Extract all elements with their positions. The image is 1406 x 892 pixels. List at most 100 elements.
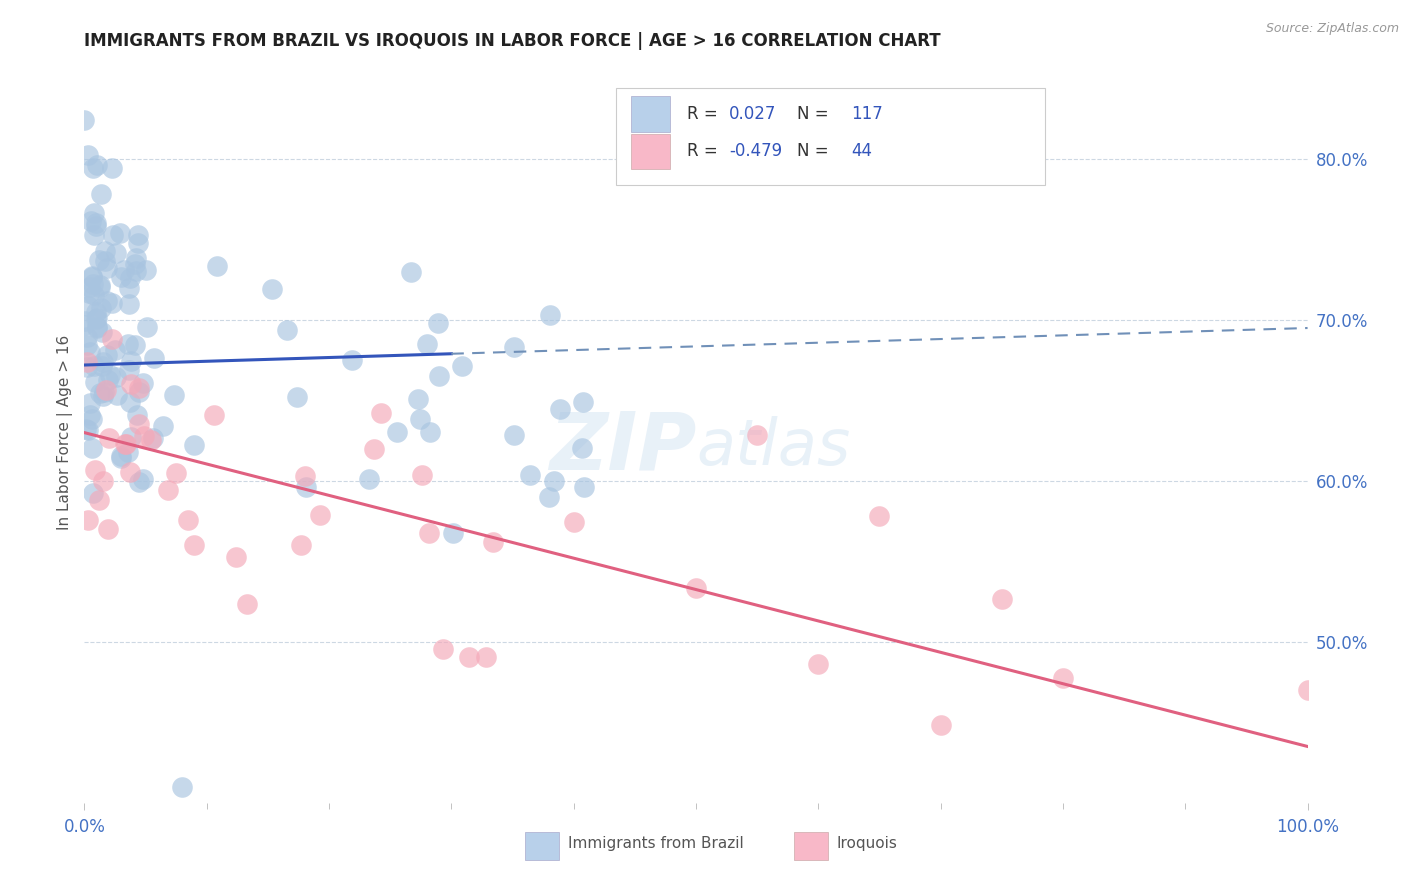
Point — [89, 280, 111, 294]
Point — [571, 441, 593, 455]
Point — [295, 480, 318, 494]
Point — [112, 263, 135, 277]
Point — [548, 401, 571, 416]
Point — [136, 319, 159, 334]
Point — [96, 347, 118, 361]
Point — [450, 359, 472, 373]
Point — [90, 359, 112, 373]
Point — [120, 430, 142, 444]
Point — [117, 445, 139, 459]
Point — [80, 268, 103, 283]
Point — [143, 351, 166, 365]
Point — [236, 597, 259, 611]
Point — [73, 318, 96, 332]
Point — [202, 408, 225, 422]
Point — [84, 463, 107, 477]
Text: atlas: atlas — [696, 417, 851, 478]
Text: IMMIGRANTS FROM BRAZIL VS IROQUOIS IN LABOR FORCE | AGE > 16 CORRELATION CHART: IMMIGRANTS FROM BRAZIL VS IROQUOIS IN LA… — [84, 32, 941, 50]
Point — [114, 436, 136, 450]
Point — [183, 538, 205, 552]
Point — [807, 657, 830, 671]
Point — [75, 422, 97, 436]
Point — [359, 472, 381, 486]
Point — [80, 269, 103, 284]
Point — [124, 256, 146, 270]
Point — [128, 417, 150, 432]
Point — [125, 251, 148, 265]
Point — [127, 235, 149, 250]
Point — [80, 214, 103, 228]
Y-axis label: In Labor Force | Age > 16: In Labor Force | Age > 16 — [58, 335, 73, 530]
Point — [101, 332, 124, 346]
Point — [340, 353, 363, 368]
Point — [543, 474, 565, 488]
Text: 44: 44 — [851, 143, 872, 161]
Point — [75, 314, 97, 328]
Point — [115, 437, 138, 451]
FancyBboxPatch shape — [524, 831, 560, 860]
Point — [79, 280, 101, 294]
Point — [86, 321, 108, 335]
Point — [131, 472, 153, 486]
Point — [104, 343, 127, 358]
Point — [110, 226, 132, 240]
Point — [287, 390, 309, 404]
Point — [409, 412, 432, 426]
Point — [90, 186, 112, 201]
Point — [432, 642, 454, 657]
Point — [260, 282, 283, 296]
Point — [94, 383, 117, 397]
Point — [142, 431, 165, 445]
Point — [225, 549, 247, 564]
Text: Source: ZipAtlas.com: Source: ZipAtlas.com — [1265, 22, 1399, 36]
Point — [118, 363, 141, 377]
Point — [152, 419, 174, 434]
Point — [96, 294, 118, 309]
FancyBboxPatch shape — [794, 831, 828, 860]
Point — [87, 493, 110, 508]
Point — [84, 219, 107, 234]
Point — [128, 381, 150, 395]
Point — [110, 449, 132, 463]
Point — [76, 513, 98, 527]
Text: Immigrants from Brazil: Immigrants from Brazil — [568, 836, 744, 851]
Point — [139, 434, 162, 448]
Point — [929, 718, 952, 732]
Point — [418, 526, 440, 541]
Text: Iroquois: Iroquois — [837, 836, 897, 851]
Point — [105, 245, 128, 260]
Point — [562, 515, 585, 529]
Point — [685, 581, 707, 595]
Point — [1052, 671, 1074, 685]
Point — [91, 474, 114, 488]
Point — [747, 428, 769, 442]
Point — [117, 337, 139, 351]
Point — [120, 270, 142, 285]
Point — [1296, 683, 1319, 698]
Point — [132, 429, 155, 443]
Point — [132, 376, 155, 390]
Point — [98, 368, 121, 382]
Point — [177, 513, 200, 527]
Point — [294, 469, 316, 483]
Point — [411, 467, 433, 482]
Point — [83, 375, 105, 389]
Point — [93, 244, 115, 258]
Point — [475, 650, 498, 665]
Point — [79, 408, 101, 422]
Point — [120, 395, 142, 409]
Point — [427, 369, 450, 384]
Point — [82, 485, 104, 500]
Point — [118, 465, 141, 479]
Point — [572, 480, 595, 494]
Point — [128, 384, 150, 399]
Point — [76, 338, 98, 352]
Point — [399, 265, 422, 279]
Point — [83, 206, 105, 220]
Point — [416, 337, 439, 351]
Text: ZIP: ZIP — [548, 409, 696, 486]
Point — [183, 438, 205, 452]
FancyBboxPatch shape — [616, 88, 1045, 185]
Point — [97, 373, 120, 387]
Text: R =: R = — [688, 143, 724, 161]
